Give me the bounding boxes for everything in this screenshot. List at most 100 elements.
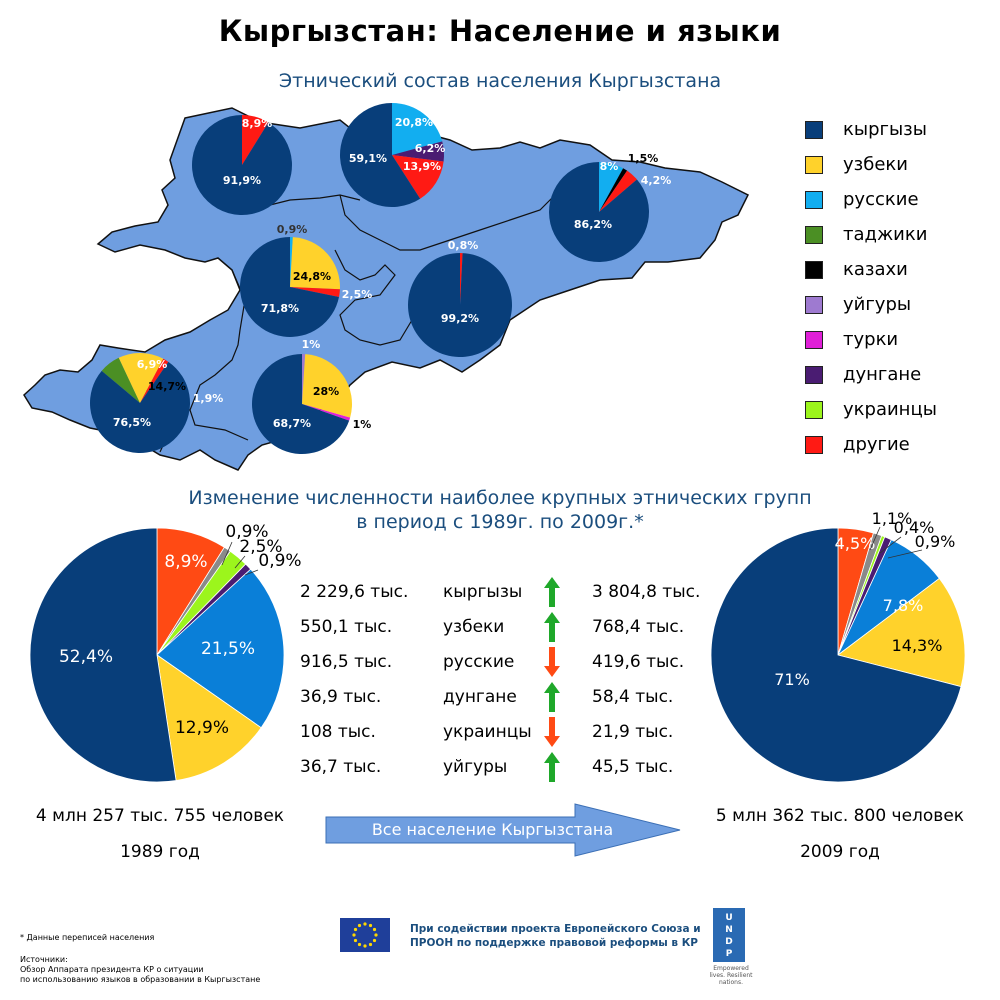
pie-slice-label: 20,8% bbox=[395, 116, 433, 129]
pie-slice bbox=[599, 168, 628, 212]
pie-slice-label: 0,4% bbox=[894, 518, 935, 537]
pie-slice-label: 1,9% bbox=[193, 392, 224, 405]
pie-slice-label: 99,2% bbox=[441, 312, 479, 325]
pie-slice bbox=[340, 103, 421, 207]
pie-chart bbox=[710, 527, 966, 783]
pie-slice-label: 8,9% bbox=[242, 117, 273, 130]
page-title: Кыргызстан: Население и языки bbox=[218, 14, 782, 48]
pie-slice-label: 6,2% bbox=[415, 142, 446, 155]
total-population-arrow-icon bbox=[325, 803, 681, 857]
pie-slice-label: 1,5% bbox=[628, 152, 659, 165]
pie-slice-label: 0,9% bbox=[915, 532, 956, 551]
source-line: по использованию языков в образовании в … bbox=[20, 975, 261, 984]
pie-slice-label: 2,5% bbox=[239, 537, 282, 557]
eu-flag-icon bbox=[340, 918, 390, 952]
leader-line bbox=[234, 555, 246, 569]
undp-logo-text: U N D P bbox=[725, 913, 733, 959]
pie-slice bbox=[90, 361, 191, 453]
pie-chart bbox=[240, 237, 341, 338]
pie-slice bbox=[599, 170, 637, 212]
pie-slice bbox=[290, 237, 341, 290]
legend-label: русские bbox=[843, 189, 919, 210]
pie-slice bbox=[156, 568, 285, 729]
pie-slice-label: 0,9% bbox=[277, 223, 308, 236]
group-name: уйгуры bbox=[443, 757, 508, 777]
pie-slice-label: 14,7% bbox=[148, 380, 186, 393]
pie-slice-label: 4,2% bbox=[641, 174, 672, 187]
leader-line bbox=[221, 541, 233, 566]
value-2009: 768,4 тыс. bbox=[592, 617, 685, 637]
legend-swatch bbox=[805, 400, 823, 419]
pie-slice-label: 1,1% bbox=[872, 509, 913, 528]
pie-slice-label: 8% bbox=[600, 160, 619, 173]
value-2009: 21,9 тыс. bbox=[592, 722, 674, 742]
year-2009: 2009 год bbox=[800, 842, 880, 862]
legend-label: украинцы bbox=[843, 399, 937, 420]
pie-slice-label: 6,9% bbox=[137, 358, 168, 371]
undp-tagline: Empowered lives. Resilient nations. bbox=[709, 965, 753, 986]
pie-slice bbox=[392, 155, 444, 199]
pie-slice bbox=[290, 237, 293, 287]
pie-chart bbox=[90, 352, 191, 453]
legend-label: казахи bbox=[843, 259, 908, 280]
pie-slice bbox=[710, 527, 962, 783]
year-1989: 1989 год bbox=[120, 842, 200, 862]
value-1989: 916,5 тыс. bbox=[300, 652, 393, 672]
group-name: кыргызы bbox=[443, 582, 523, 602]
leader-line bbox=[869, 526, 881, 551]
group-name: украинцы bbox=[443, 722, 532, 742]
pie-slice bbox=[407, 253, 512, 358]
pie-slice-label: 52,4% bbox=[59, 647, 113, 667]
pie-slice bbox=[290, 287, 340, 297]
value-2009: 419,6 тыс. bbox=[592, 652, 685, 672]
pie-slice-label: 68,7% bbox=[273, 417, 311, 430]
group-name: узбеки bbox=[443, 617, 505, 637]
total-1989: 4 млн 257 тыс. 755 человек bbox=[35, 806, 285, 826]
pie-slice bbox=[837, 577, 966, 688]
pie-slice-label: 76,5% bbox=[113, 416, 151, 429]
legend-label: турки bbox=[843, 329, 899, 350]
pie-slice-label: 1% bbox=[353, 418, 372, 431]
value-1989: 108 тыс. bbox=[300, 722, 376, 742]
pie-chart bbox=[549, 162, 649, 262]
legend-label: уйгуры bbox=[843, 294, 912, 315]
sources: Источники: Обзор Аппарата президента КР … bbox=[20, 955, 260, 985]
pie-slice-label: 24,8% bbox=[293, 270, 331, 283]
pie-slice bbox=[101, 357, 140, 403]
legend-label: узбеки bbox=[843, 154, 908, 175]
pie-slice-label: 4,5% bbox=[835, 534, 876, 553]
legend-swatch bbox=[805, 435, 823, 454]
value-2009: 45,5 тыс. bbox=[592, 757, 674, 777]
pie-slice-label: 12,9% bbox=[175, 718, 229, 738]
support-line: ПРООН по поддержке правовой реформы в КР bbox=[410, 937, 699, 949]
legend-item: турки bbox=[805, 322, 995, 357]
pie-slice bbox=[302, 404, 351, 421]
legend-label: таджики bbox=[843, 224, 928, 245]
total-2009: 5 млн 362 тыс. 800 человек bbox=[715, 806, 965, 826]
value-2009: 58,4 тыс. bbox=[592, 687, 674, 707]
legend-item: узбеки bbox=[805, 147, 995, 182]
value-1989: 550,1 тыс. bbox=[300, 617, 393, 637]
pie-slice-label: 0,8% bbox=[448, 239, 479, 252]
legend-item: дунгане bbox=[805, 357, 995, 392]
change-title-line: Изменение численности наиболее крупных э… bbox=[188, 487, 812, 509]
support-line: При содействии проекта Европейского Союз… bbox=[410, 923, 701, 935]
value-1989: 36,7 тыс. bbox=[300, 757, 382, 777]
legend-label: дунгане bbox=[843, 364, 922, 385]
legend-item: уйгуры bbox=[805, 287, 995, 322]
pie-slice bbox=[460, 253, 463, 305]
support-text: При содействии проекта Европейского Союз… bbox=[410, 922, 710, 950]
value-1989: 36,9 тыс. bbox=[300, 687, 382, 707]
pie-chart bbox=[407, 253, 512, 358]
legend-swatch bbox=[805, 260, 823, 279]
value-2009: 3 804,8 тыс. bbox=[592, 582, 701, 602]
legend-swatch bbox=[805, 365, 823, 384]
legend-item: казахи bbox=[805, 252, 995, 287]
legend-label: кыргызы bbox=[843, 119, 927, 140]
pie-slice bbox=[240, 237, 339, 338]
pie-slice-label: 86,2% bbox=[574, 218, 612, 231]
pie-slice bbox=[140, 358, 169, 403]
table-row: 550,1 тыс. узбеки 768,4 тыс. bbox=[300, 610, 710, 645]
pie-chart bbox=[29, 527, 285, 783]
